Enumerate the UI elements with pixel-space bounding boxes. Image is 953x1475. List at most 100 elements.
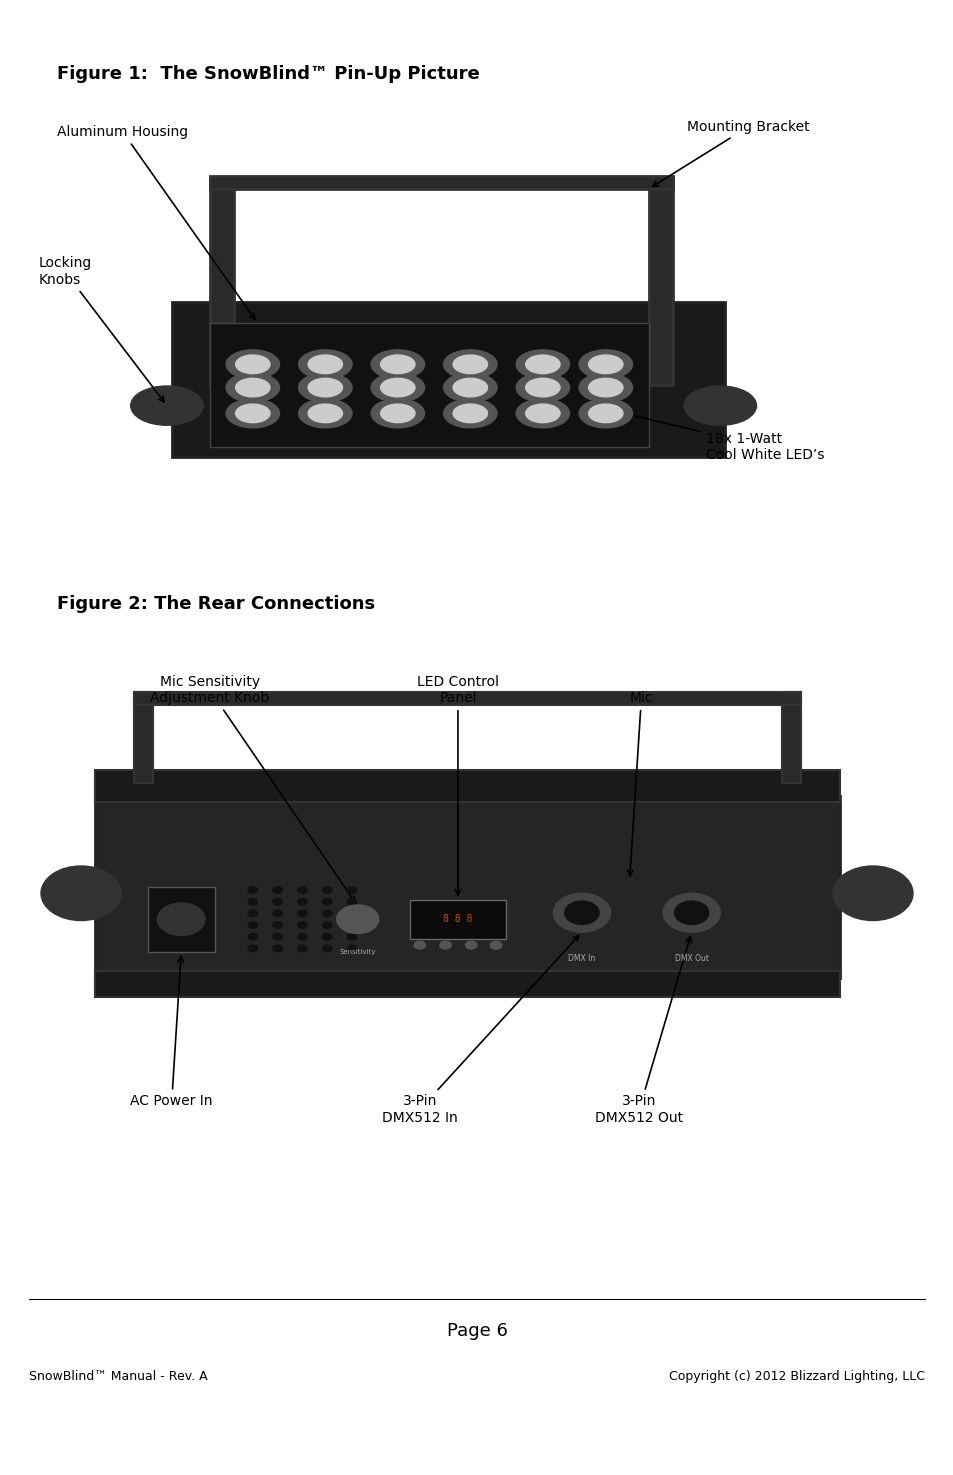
Bar [781,692,801,783]
Circle shape [248,922,257,928]
Text: DMX Out: DMX Out [674,954,708,963]
Circle shape [516,398,569,428]
Circle shape [683,386,756,425]
Circle shape [453,355,487,373]
Circle shape [297,945,307,951]
Circle shape [674,901,708,925]
Text: DMX In: DMX In [568,954,595,963]
Circle shape [588,378,622,397]
Circle shape [578,350,632,379]
Bar [210,178,233,385]
Text: Aluminum Housing: Aluminum Housing [57,125,254,319]
Circle shape [443,398,497,428]
Circle shape [248,945,257,951]
Circle shape [347,945,356,951]
Circle shape [380,378,415,397]
Circle shape [41,866,121,920]
Text: Page 6: Page 6 [446,1322,507,1339]
Circle shape [157,903,205,935]
Circle shape [298,373,352,403]
Text: 8 8 8: 8 8 8 [443,914,472,925]
Circle shape [308,378,342,397]
Circle shape [443,373,497,403]
Circle shape [347,910,356,916]
Circle shape [516,350,569,379]
Circle shape [297,934,307,940]
Circle shape [226,350,279,379]
Bar [95,796,839,978]
Circle shape [273,886,282,894]
Circle shape [248,898,257,906]
Text: 3-Pin
DMX512 Out: 3-Pin DMX512 Out [595,937,691,1124]
Circle shape [588,355,622,373]
Circle shape [322,922,332,928]
Bar [133,692,152,783]
Text: Sensitivity: Sensitivity [339,948,375,954]
Circle shape [248,886,257,894]
Circle shape [322,886,332,894]
Circle shape [453,404,487,423]
Text: Mounting Bracket: Mounting Bracket [652,119,809,186]
Circle shape [347,898,356,906]
Circle shape [525,404,559,423]
Circle shape [273,922,282,928]
Bar [172,302,724,457]
Circle shape [347,886,356,894]
Text: 18x 1-Watt
Cool White LED’s: 18x 1-Watt Cool White LED’s [596,406,823,462]
Bar [410,900,505,938]
Text: Mic: Mic [627,692,653,876]
Circle shape [273,934,282,940]
Circle shape [525,378,559,397]
Circle shape [226,398,279,428]
Circle shape [371,350,424,379]
Circle shape [308,355,342,373]
Circle shape [308,404,342,423]
Circle shape [297,910,307,916]
Circle shape [226,373,279,403]
Circle shape [516,373,569,403]
Circle shape [662,894,720,932]
Circle shape [380,404,415,423]
Circle shape [273,898,282,906]
Circle shape [490,941,501,948]
Bar [648,178,672,385]
Circle shape [553,894,610,932]
Circle shape [298,350,352,379]
Circle shape [297,898,307,906]
Circle shape [347,922,356,928]
Circle shape [443,350,497,379]
Circle shape [297,886,307,894]
Circle shape [336,906,378,934]
Circle shape [564,901,598,925]
Text: Locking
Knobs: Locking Knobs [38,257,164,401]
Circle shape [414,941,425,948]
Circle shape [832,866,912,920]
Circle shape [578,398,632,428]
Text: SnowBlind™ Manual - Rev. A: SnowBlind™ Manual - Rev. A [29,1369,207,1382]
Text: AC Power In: AC Power In [131,956,213,1108]
Circle shape [248,910,257,916]
Text: Copyright (c) 2012 Blizzard Lighting, LLC: Copyright (c) 2012 Blizzard Lighting, LL… [669,1369,924,1382]
Circle shape [298,398,352,428]
Text: Mic Sensitivity
Adjustment Knob: Mic Sensitivity Adjustment Knob [150,676,355,903]
Circle shape [297,922,307,928]
Bar [95,971,839,997]
Circle shape [322,910,332,916]
Bar [133,692,801,705]
Circle shape [380,355,415,373]
Circle shape [235,378,270,397]
Circle shape [322,934,332,940]
Text: LED Control
Panel: LED Control Panel [416,676,498,895]
Bar [210,323,648,447]
Circle shape [248,934,257,940]
Text: Figure 2: The Rear Connections: Figure 2: The Rear Connections [57,594,375,612]
Circle shape [273,945,282,951]
Circle shape [322,945,332,951]
Circle shape [439,941,451,948]
Circle shape [588,404,622,423]
Circle shape [371,373,424,403]
Circle shape [235,355,270,373]
Bar [210,176,672,189]
Circle shape [465,941,476,948]
Circle shape [371,398,424,428]
